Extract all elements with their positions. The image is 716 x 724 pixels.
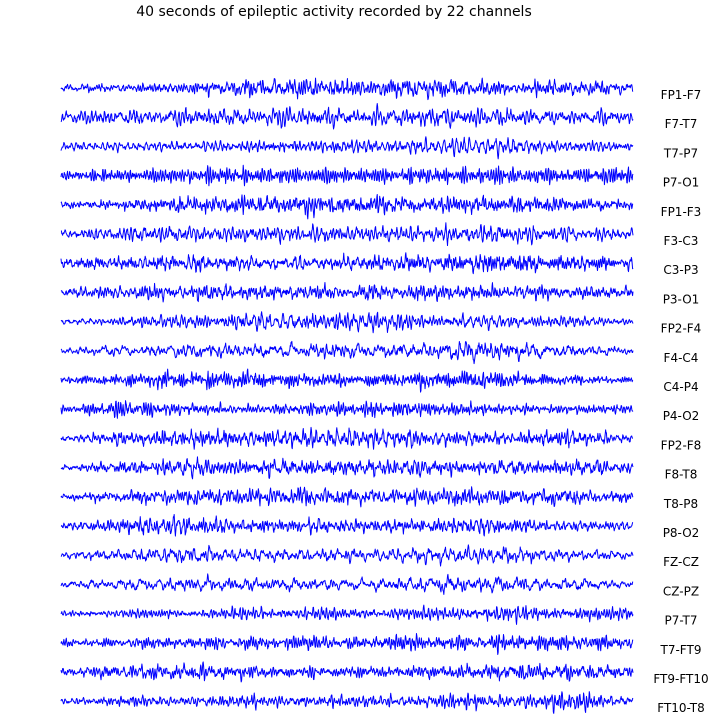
trace-f7-t7 <box>60 103 634 130</box>
channel-label: FP1-F3 <box>661 205 702 219</box>
trace-p8-o2 <box>60 513 634 537</box>
trace-ft10-t8 <box>60 691 634 714</box>
channel-label: FP2-F8 <box>661 438 702 452</box>
channel-label: F4-C4 <box>664 351 699 365</box>
trace-fp1-f3 <box>60 193 634 220</box>
channel-label: P8-O2 <box>663 526 700 540</box>
chart-title: 40 seconds of epileptic activity recorde… <box>136 4 532 20</box>
trace-fz-cz <box>60 544 634 567</box>
channel-label: P3-O1 <box>663 292 700 306</box>
trace-ft9-ft10 <box>60 661 634 683</box>
trace-f4-c4 <box>60 340 634 365</box>
trace-p7-t7 <box>60 604 634 625</box>
channel-label: P4-O2 <box>663 409 700 423</box>
eeg-traces <box>60 77 634 714</box>
trace-p7-o1 <box>60 164 634 187</box>
channel-label: F3-C3 <box>664 234 699 248</box>
channel-label: FP2-F4 <box>661 322 702 336</box>
trace-t8-p8 <box>60 486 634 508</box>
channel-label: C4-P4 <box>663 380 698 394</box>
trace-fp2-f8 <box>60 426 634 450</box>
channel-label: FP1-F7 <box>661 88 702 102</box>
trace-f3-c3 <box>60 222 634 247</box>
trace-p4-o2 <box>60 400 634 419</box>
channel-label: CZ-PZ <box>663 584 699 598</box>
channel-label: T8-P8 <box>663 497 698 511</box>
trace-c3-p3 <box>60 252 634 275</box>
trace-fp2-f4 <box>60 311 634 334</box>
trace-t7-ft9 <box>60 633 634 656</box>
trace-f8-t8 <box>60 456 634 480</box>
channel-label: T7-FT9 <box>660 643 702 657</box>
channel-label: F7-T7 <box>665 117 698 131</box>
channel-label: C3-P3 <box>663 263 698 277</box>
channel-label: F8-T8 <box>665 468 698 482</box>
channel-label: P7-T7 <box>664 614 697 628</box>
trace-t7-p7 <box>60 136 634 160</box>
trace-c4-p4 <box>60 368 634 393</box>
channel-labels: FP1-F7 F7-T7 T7-P7 P7-O1 FP1-F3 F3-C3 C3-P3 P3-… <box>653 88 708 715</box>
channel-label: FZ-CZ <box>663 555 699 569</box>
trace-cz-pz <box>60 573 634 595</box>
channel-label: FT10-T8 <box>657 701 704 715</box>
trace-p3-o1 <box>60 282 634 303</box>
channel-label: FT9-FT10 <box>653 672 708 686</box>
trace-fp1-f7 <box>60 77 634 101</box>
channel-label: P7-O1 <box>663 176 700 190</box>
channel-label: T7-P7 <box>663 146 698 160</box>
